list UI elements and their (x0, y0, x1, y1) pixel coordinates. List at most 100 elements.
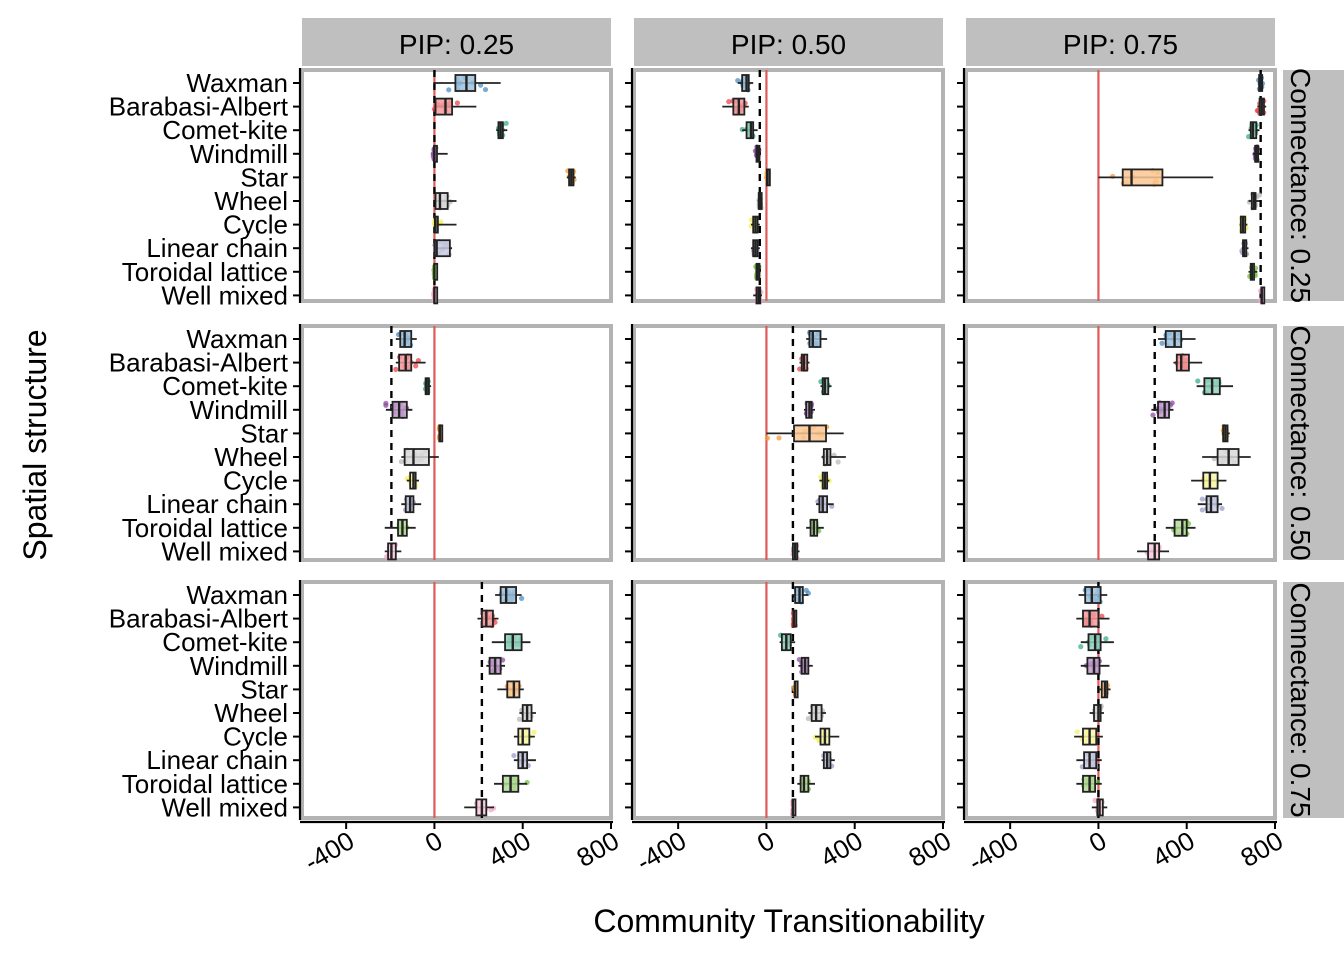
box-group-toroidal-lattice (1165, 518, 1196, 537)
box (808, 330, 822, 348)
box-group-well-mixed (790, 542, 800, 561)
jitter-point (1099, 613, 1105, 619)
box-group-toroidal-lattice (494, 774, 530, 793)
box-group-cycle (818, 471, 832, 490)
jitter-point (1199, 496, 1205, 502)
box-group-star (791, 680, 799, 699)
y-tick-label: Wheel (214, 186, 288, 216)
box-group-cycle (1074, 727, 1103, 746)
box-group-linear-chain (401, 495, 422, 514)
box-group-well-mixed (753, 286, 764, 305)
y-tick-label: Well mixed (161, 280, 288, 310)
box-group-toroidal-lattice (1076, 774, 1102, 793)
box-group-linear-chain (432, 239, 453, 258)
panel-r0-c0: WaxmanBarabasi-AlbertComet-kiteWindmillS… (109, 68, 613, 310)
x-tick-label: 400 (815, 825, 868, 873)
y-tick-label: Well mixed (161, 792, 288, 822)
box-group-star (1220, 423, 1230, 443)
x-tick-label: 800 (1235, 825, 1288, 873)
panel-r2-c0: WaxmanBarabasi-AlbertComet-kiteWindmillS… (109, 580, 624, 877)
jitter-point (516, 716, 523, 722)
box-group-wheel (398, 447, 439, 466)
facet-label-row-1: Connectance: 0.50 (1285, 325, 1316, 560)
panel-border (300, 580, 613, 820)
jitter-point (413, 363, 419, 369)
facet-label-col-2: PIP: 0.75 (1063, 29, 1178, 60)
y-tick-label: Barabasi-Albert (109, 604, 289, 634)
box (434, 97, 453, 116)
jitter-point (511, 752, 517, 759)
jitter-point (1103, 636, 1109, 642)
box-group-comet-kite (495, 120, 509, 140)
jitter-point (726, 99, 732, 105)
box-group-cycle (404, 471, 419, 490)
jitter-point (503, 120, 509, 126)
box-group-linear-chain (1197, 495, 1225, 514)
y-tick-label: Comet-kite (162, 371, 288, 401)
box-group-waxman (1255, 74, 1266, 92)
y-tick-label: Star (240, 162, 288, 192)
box-group-comet-kite (1078, 633, 1114, 652)
jitter-point (519, 595, 525, 601)
box-group-barabasi-albert (797, 353, 810, 372)
panel-r2-c1: -400 0 400 800 (625, 580, 956, 877)
box-group-well-mixed (384, 542, 402, 561)
box-group-well-mixed (1091, 797, 1108, 817)
jitter-point (1199, 507, 1205, 513)
box-group-comet-kite (739, 121, 758, 140)
box-group-well-mixed (1258, 286, 1266, 305)
y-tick-label: Comet-kite (162, 115, 288, 145)
panel-border (632, 580, 945, 820)
panel-border (632, 68, 945, 303)
box-group-wheel (1089, 703, 1104, 722)
x-tick-label: 0 (420, 825, 448, 858)
facet-label-col-0: PIP: 0.25 (399, 29, 514, 60)
box-group-comet-kite (818, 377, 832, 396)
panel-border (964, 580, 1277, 820)
box-group-barabasi-albert (722, 97, 749, 116)
y-tick-label: Windmill (190, 139, 288, 169)
box-group-linear-chain (511, 751, 536, 770)
box-group-well-mixed (789, 798, 797, 817)
box-group-wheel (821, 448, 846, 467)
box-group-windmill (486, 656, 506, 675)
jitter-point (1159, 340, 1165, 346)
box-group-waxman (1158, 330, 1196, 348)
x-tick-label: 0 (752, 825, 780, 858)
box-group-star (565, 168, 577, 187)
box-group-star (436, 423, 444, 443)
y-tick-label: Toroidal lattice (122, 513, 288, 543)
box-group-comet-kite (1195, 377, 1234, 396)
x-tick-label: 400 (1147, 825, 1200, 873)
facet-label-row-2: Connectance: 0.75 (1285, 582, 1316, 817)
y-tick-label: Linear chain (146, 489, 288, 519)
box-group-well-mixed (431, 286, 439, 305)
jitter-point (805, 715, 811, 722)
y-tick-label: Windmill (190, 395, 288, 425)
box-group-windmill (752, 144, 762, 163)
x-axis-title: Community Transitionability (593, 903, 984, 939)
box-group-waxman (791, 586, 811, 605)
box-group-windmill (803, 400, 815, 419)
y-tick-label: Linear chain (146, 233, 288, 263)
box-group-toroidal-lattice (384, 518, 416, 537)
box-group-waxman (433, 74, 501, 93)
facet-strip-col-2 (966, 18, 1275, 66)
box-group-star (1098, 168, 1214, 187)
jitter-point (393, 366, 399, 372)
y-tick-label: Toroidal lattice (122, 257, 288, 287)
box-group-toroidal-lattice (753, 262, 762, 281)
y-tick-label: Linear chain (146, 745, 288, 775)
box (434, 192, 449, 210)
box-group-comet-kite (1246, 121, 1260, 140)
jitter-point (835, 459, 841, 465)
y-tick-label: Wheel (214, 442, 288, 472)
box (433, 239, 451, 258)
box (499, 586, 517, 604)
y-tick-label: Cycle (223, 210, 288, 240)
box-group-cycle (1238, 215, 1249, 234)
y-tick-label: Waxman (186, 580, 288, 610)
box-group-barabasi-albert (1254, 97, 1267, 116)
box-group-waxman (735, 74, 754, 93)
